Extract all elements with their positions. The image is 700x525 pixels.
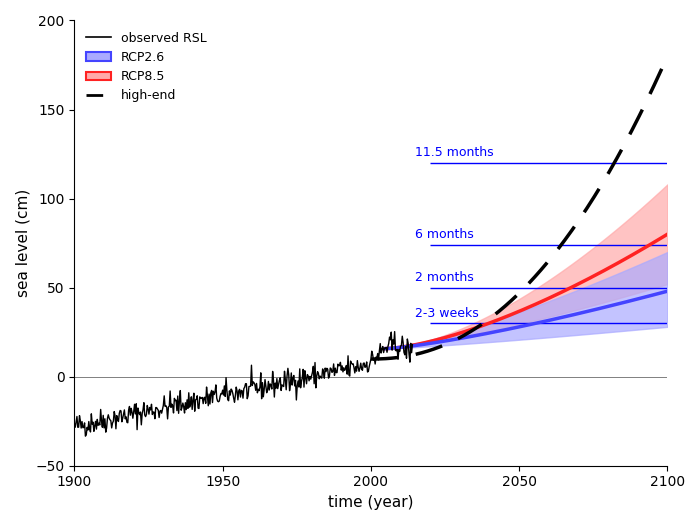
Text: 2 months: 2 months [415,271,474,284]
Text: 11.5 months: 11.5 months [415,146,494,160]
Legend: observed RSL, RCP2.6, RCP8.5, high-end: observed RSL, RCP2.6, RCP8.5, high-end [80,27,211,108]
Y-axis label: sea level (cm): sea level (cm) [15,189,30,297]
X-axis label: time (year): time (year) [328,495,414,510]
Text: 2-3 weeks: 2-3 weeks [415,307,479,320]
Text: 6 months: 6 months [415,228,474,242]
